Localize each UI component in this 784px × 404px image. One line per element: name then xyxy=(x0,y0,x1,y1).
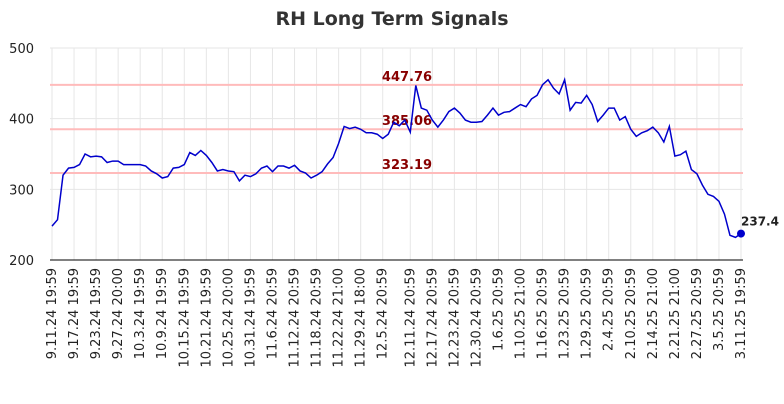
x-tick-label: 3.11.25 19:59 xyxy=(734,268,749,359)
x-tick-label: 10.15.24 19:59 xyxy=(177,268,192,368)
y-tick-label: 400 xyxy=(9,113,34,128)
y-tick-label: 200 xyxy=(9,254,34,269)
x-tick-label: 2.4.25 20:59 xyxy=(602,268,617,351)
reference-label: 385.06 xyxy=(382,114,432,129)
x-tick-label: 12.23.24 20:59 xyxy=(447,268,462,368)
x-tick-label: 2.21.25 21:00 xyxy=(668,268,683,359)
x-tick-label: 1.16.25 20:59 xyxy=(536,268,551,359)
x-tick-label: 9.11.24 19:59 xyxy=(45,268,60,359)
x-tick-label: 1.23.25 20:59 xyxy=(558,268,573,359)
x-tick-label: 12.11.24 20:59 xyxy=(403,268,418,368)
x-tick-label: 10.31.24 19:59 xyxy=(243,268,258,368)
x-tick-label: 1.10.25 21:00 xyxy=(514,268,529,359)
x-tick-label: 9.17.24 19:59 xyxy=(67,268,82,359)
last-point xyxy=(737,229,745,238)
x-tick-label: 10.9.24 19:59 xyxy=(155,268,170,359)
x-tick-label: 10.3.24 19:59 xyxy=(133,268,148,359)
x-tick-label: 1.29.25 20:59 xyxy=(580,268,595,359)
x-tick-label: 9.27.24 20:00 xyxy=(111,268,126,359)
chart-title: RH Long Term Signals xyxy=(275,8,508,30)
x-tick-label: 11.18.24 20:59 xyxy=(310,268,325,368)
price-line xyxy=(51,77,742,239)
x-tick-label: 3.5.25 20:59 xyxy=(712,268,727,351)
x-tick-label: 11.12.24 20:59 xyxy=(288,268,303,368)
x-tick-label: 2.27.25 20:59 xyxy=(690,268,705,359)
x-tick-label: 2.14.25 21:00 xyxy=(646,268,661,359)
last-value-label: 237.4 xyxy=(741,215,779,229)
x-tick-label: 11.29.24 18:00 xyxy=(354,268,369,368)
x-tick-label: 9.23.24 19:59 xyxy=(89,268,104,359)
reference-label: 447.76 xyxy=(382,70,432,85)
reference-label: 323.19 xyxy=(382,158,432,173)
x-tick-label: 12.30.24 20:59 xyxy=(469,268,484,368)
x-tick-label: 12.17.24 20:59 xyxy=(425,268,440,368)
x-tick-label: 2.10.25 20:59 xyxy=(624,268,639,359)
x-tick-label: 1.6.25 20:59 xyxy=(491,268,506,351)
y-tick-label: 500 xyxy=(9,42,34,57)
x-tick-label: 12.5.24 20:59 xyxy=(376,268,391,359)
x-tick-label: 10.21.24 19:59 xyxy=(199,268,214,368)
y-tick-label: 300 xyxy=(9,183,34,198)
x-tick-label: 11.22.24 21:00 xyxy=(332,268,347,368)
x-tick-label: 11.6.24 20:59 xyxy=(265,268,280,359)
x-tick-label: 10.25.24 20:00 xyxy=(221,268,236,368)
